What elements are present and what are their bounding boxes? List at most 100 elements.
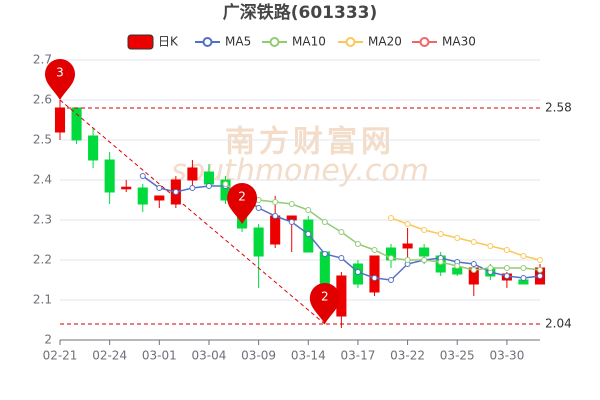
ma-point: [172, 189, 179, 195]
candle-body: [104, 159, 115, 193]
ma-point: [503, 247, 510, 253]
candle-body: [369, 255, 380, 293]
ma-point: [305, 207, 312, 213]
candle-body: [419, 247, 430, 257]
marker-label: 2: [321, 290, 329, 304]
x-tick-label: 03-22: [390, 349, 425, 363]
x-tick-label: 03-30: [489, 349, 524, 363]
y-tick-label: 2.2: [33, 253, 52, 267]
ma-point: [470, 239, 477, 245]
ma-point: [388, 277, 395, 283]
ma-point: [371, 275, 378, 281]
ma-line: [390, 217, 541, 261]
ma-point: [537, 273, 543, 279]
ma-point: [354, 269, 361, 275]
marker-label: 3: [56, 66, 64, 80]
legend-label: MA10: [292, 35, 326, 49]
x-tick-label: 03-01: [142, 349, 177, 363]
legend-swatch: [202, 37, 213, 47]
ma-point: [222, 181, 229, 187]
ma-point: [470, 261, 477, 267]
ma-point: [520, 253, 527, 259]
ma-point: [354, 241, 361, 247]
legend-label: 日K: [158, 35, 179, 49]
ma-point: [537, 267, 543, 273]
y-tick-label: 2: [44, 333, 52, 347]
ma-point: [503, 273, 510, 279]
marker-pin: [309, 283, 340, 324]
ma-point: [454, 235, 461, 241]
ma-point: [272, 213, 279, 219]
mark-line-label: 2.58: [545, 101, 572, 115]
chart-title: 广深铁路(601333): [223, 2, 378, 23]
ma-point: [537, 257, 543, 263]
ma-point: [255, 205, 262, 211]
ma-point: [437, 259, 444, 265]
legend-swatch: [269, 37, 280, 47]
candle-body: [154, 195, 165, 201]
x-tick-label: 02-24: [92, 349, 127, 363]
ma-point: [321, 219, 328, 225]
ma-point: [470, 267, 477, 273]
legend-label: MA30: [442, 35, 476, 49]
legend-swatch: [345, 37, 356, 47]
candle-body: [54, 107, 66, 133]
ma-point: [321, 251, 328, 257]
candle-body: [71, 107, 82, 141]
y-tick-label: 2.3: [33, 213, 52, 227]
y-tick-label: 2.7: [33, 53, 52, 67]
candle-body: [203, 171, 215, 185]
ma-point: [520, 275, 527, 281]
marker-pin: [227, 183, 258, 224]
ma-point: [205, 183, 212, 189]
legend-label: MA5: [225, 35, 251, 49]
candle-body: [270, 215, 281, 245]
candle-body: [137, 187, 148, 205]
ma-point: [421, 227, 428, 233]
y-tick-label: 2.4: [33, 173, 52, 187]
ma-point: [272, 199, 279, 205]
legend-label: MA20: [368, 35, 402, 49]
y-tick-label: 2.5: [33, 133, 52, 147]
ma-line: [142, 175, 541, 281]
mark-line-label: 2.04: [545, 317, 572, 331]
ma-point: [421, 257, 428, 263]
watermark: 南方财富网: [225, 125, 395, 160]
candle-body: [121, 186, 132, 190]
ma-point: [338, 255, 345, 261]
ma-point: [388, 255, 395, 261]
x-tick-label: 03-25: [440, 349, 475, 363]
legend-swatch: [127, 34, 154, 50]
marker-pin: [45, 59, 75, 100]
candle-body: [88, 135, 99, 161]
ma-point: [520, 265, 527, 271]
ma-point: [338, 229, 345, 235]
x-tick-label: 03-14: [291, 349, 326, 363]
ma-point: [454, 263, 461, 269]
ma-point: [487, 243, 494, 249]
ma-point: [437, 231, 444, 237]
x-tick-label: 02-21: [43, 349, 78, 363]
ma-point: [503, 265, 510, 271]
ma-point: [305, 231, 312, 237]
ma-point: [288, 219, 295, 225]
ma-point: [388, 215, 395, 221]
ma-point: [156, 185, 163, 191]
ma-point: [404, 257, 411, 263]
ma-point: [139, 173, 146, 179]
x-tick-label: 03-04: [192, 349, 227, 363]
x-tick-label: 03-17: [340, 349, 375, 363]
ma-point: [189, 185, 196, 191]
legend-swatch: [419, 37, 430, 47]
ma-point: [487, 265, 494, 271]
candle-body: [402, 243, 413, 249]
marker-label: 2: [238, 190, 246, 204]
candle-body: [187, 167, 198, 181]
ma-point: [371, 247, 378, 253]
y-tick-label: 2.1: [33, 293, 52, 307]
x-tick-label: 03-09: [241, 349, 276, 363]
ma-point: [404, 221, 411, 227]
y-tick-label: 2.6: [33, 93, 52, 107]
trend-line: [59, 99, 326, 325]
